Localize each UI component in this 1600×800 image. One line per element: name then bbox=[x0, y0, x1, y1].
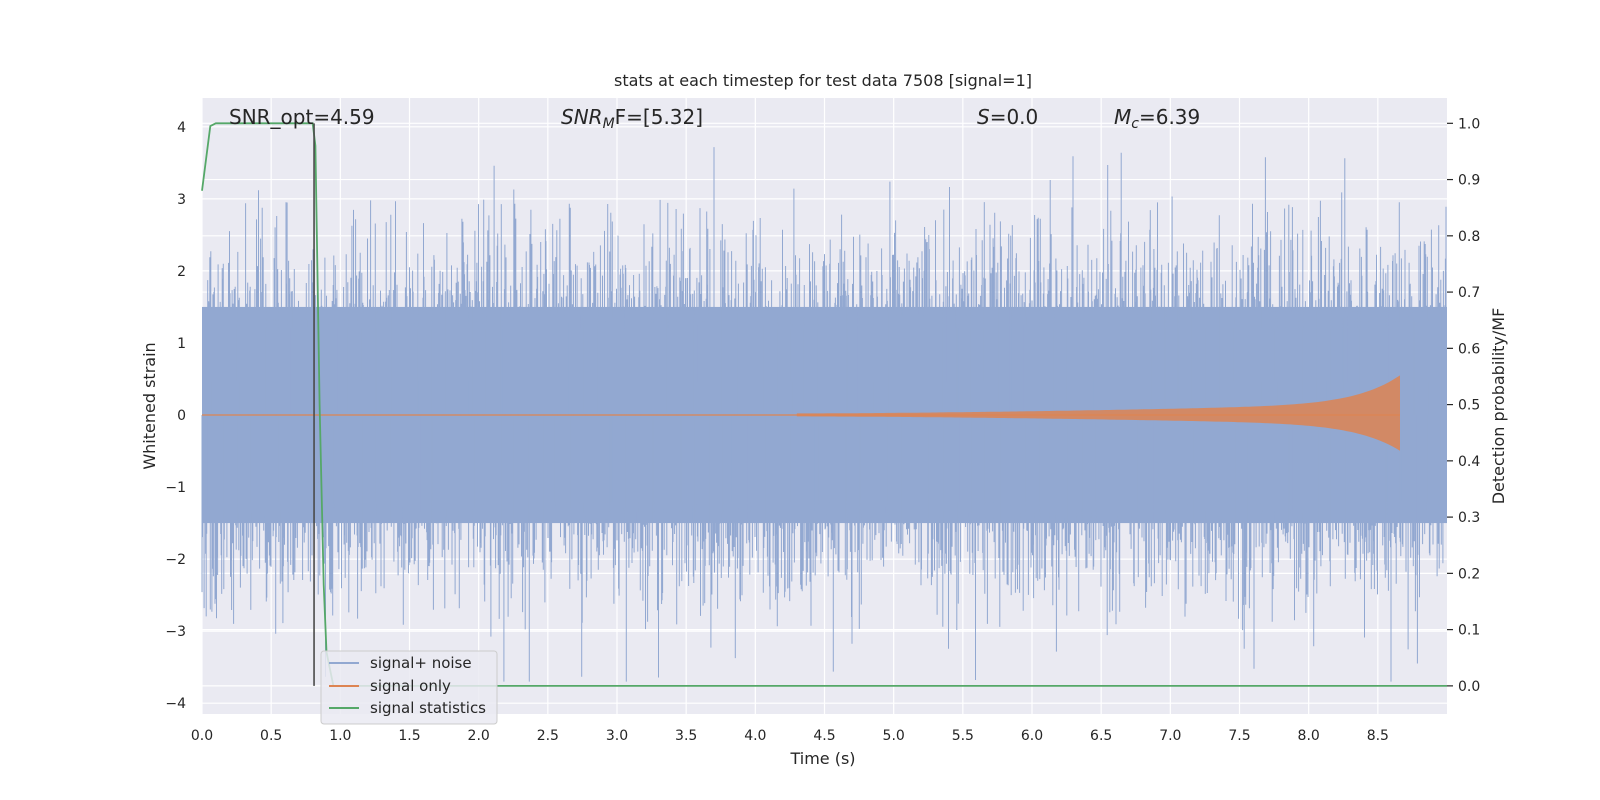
annotation-s-italic: S bbox=[977, 105, 990, 129]
legend-label-signal-noise: signal+ noise bbox=[370, 654, 472, 672]
x-tick-label: 7.0 bbox=[1159, 728, 1181, 744]
y-tick-label: −1 bbox=[165, 480, 186, 496]
x-axis-label: Time (s) bbox=[789, 749, 855, 768]
x-tick-label: 5.5 bbox=[952, 728, 974, 744]
annotation-mc-base: M bbox=[1114, 105, 1131, 129]
x-tick-label: 8.0 bbox=[1298, 728, 1320, 744]
y-right-axis-ticks: 1.0 0.9 0.8 0.7 0.6 0.5 0.4 0.3 0.2 0.1 0.0 bbox=[1447, 116, 1480, 695]
legend-label-signal-statistics: signal statistics bbox=[370, 699, 486, 717]
y-tick-label: 1 bbox=[177, 336, 186, 352]
y-axis-label: Whitened strain bbox=[140, 342, 159, 469]
y-right-tick-label: 0.8 bbox=[1458, 229, 1480, 245]
x-tick-label: 1.5 bbox=[398, 728, 420, 744]
annotation-snr-mf-base: SNR bbox=[561, 105, 603, 129]
y-right-tick-label: 0.0 bbox=[1458, 679, 1480, 695]
annotation-s: S=0.0 bbox=[977, 105, 1038, 129]
y-tick-label: 2 bbox=[177, 264, 186, 280]
y-tick-label: −4 bbox=[165, 696, 186, 712]
y-tick-label: −3 bbox=[165, 624, 186, 640]
x-tick-label: 4.5 bbox=[813, 728, 835, 744]
signal-only-chirp bbox=[796, 375, 1400, 451]
y-right-tick-label: 0.6 bbox=[1458, 341, 1480, 357]
x-tick-label: 5.0 bbox=[883, 728, 905, 744]
x-tick-label: 8.5 bbox=[1367, 728, 1389, 744]
y-right-tick-label: 0.2 bbox=[1458, 566, 1480, 582]
legend-box bbox=[320, 650, 498, 725]
noise-trace bbox=[201, 147, 1447, 682]
signal-statistics-line bbox=[201, 122, 1447, 687]
y-right-tick-label: 0.1 bbox=[1458, 623, 1480, 639]
y-right-axis-label: Detection probability/MF bbox=[1489, 308, 1508, 505]
x-tick-label: 2.0 bbox=[468, 728, 490, 744]
legend: signal+ noise signal only signal statist… bbox=[320, 650, 498, 725]
chart-title: stats at each timestep for test data 750… bbox=[614, 71, 1032, 90]
y-right-tick-label: 0.3 bbox=[1458, 510, 1480, 526]
series-signal-only bbox=[202, 375, 1400, 451]
annotation-snr-mf-sub: M bbox=[603, 116, 615, 132]
annotation-s-rest: =0.0 bbox=[990, 105, 1039, 129]
series-signal-statistics bbox=[201, 122, 1447, 687]
annotation-mc-sub: c bbox=[1131, 116, 1139, 132]
y-right-tick-label: 0.9 bbox=[1458, 173, 1480, 189]
y-tick-label: 3 bbox=[177, 192, 186, 208]
x-tick-label: 6.5 bbox=[1090, 728, 1112, 744]
annotation-mc-rest: =6.39 bbox=[1139, 105, 1200, 129]
y-tick-label: 0 bbox=[177, 408, 186, 424]
y-tick-label: 4 bbox=[177, 120, 186, 136]
annotation-snr-mf-rest: F=[5.32] bbox=[615, 105, 703, 129]
x-tick-label: 1.0 bbox=[329, 728, 351, 744]
x-tick-label: 0.5 bbox=[260, 728, 282, 744]
x-tick-label: 4.0 bbox=[744, 728, 766, 744]
y-right-tick-label: 1.0 bbox=[1458, 116, 1480, 132]
x-axis-ticks: 0.0 0.5 1.0 1.5 2.0 2.5 3.0 3.5 4.0 4.5 5.0 5.5 6.0 6… bbox=[191, 728, 1389, 744]
x-tick-label: 0.0 bbox=[191, 728, 213, 744]
x-tick-label: 3.0 bbox=[606, 728, 628, 744]
y-right-tick-label: 0.5 bbox=[1458, 398, 1480, 414]
x-tick-label: 3.5 bbox=[675, 728, 697, 744]
x-tick-label: 7.5 bbox=[1228, 728, 1250, 744]
x-tick-label: 6.0 bbox=[1021, 728, 1043, 744]
y-right-tick-label: 0.4 bbox=[1458, 454, 1480, 470]
annotation-snr-opt: SNR_opt=4.59 bbox=[229, 105, 375, 129]
y-right-tick-label: 0.7 bbox=[1458, 285, 1480, 301]
y-axis-ticks: 4 3 2 1 0 −1 −2 −3 −4 bbox=[165, 120, 186, 712]
x-tick-label: 2.5 bbox=[537, 728, 559, 744]
y-tick-label: −2 bbox=[165, 552, 186, 568]
legend-label-signal-only: signal only bbox=[370, 677, 451, 695]
annotation-snr-mf: SNRMF=[5.32] bbox=[561, 105, 703, 132]
annotation-mc: Mc=6.39 bbox=[1114, 105, 1200, 132]
